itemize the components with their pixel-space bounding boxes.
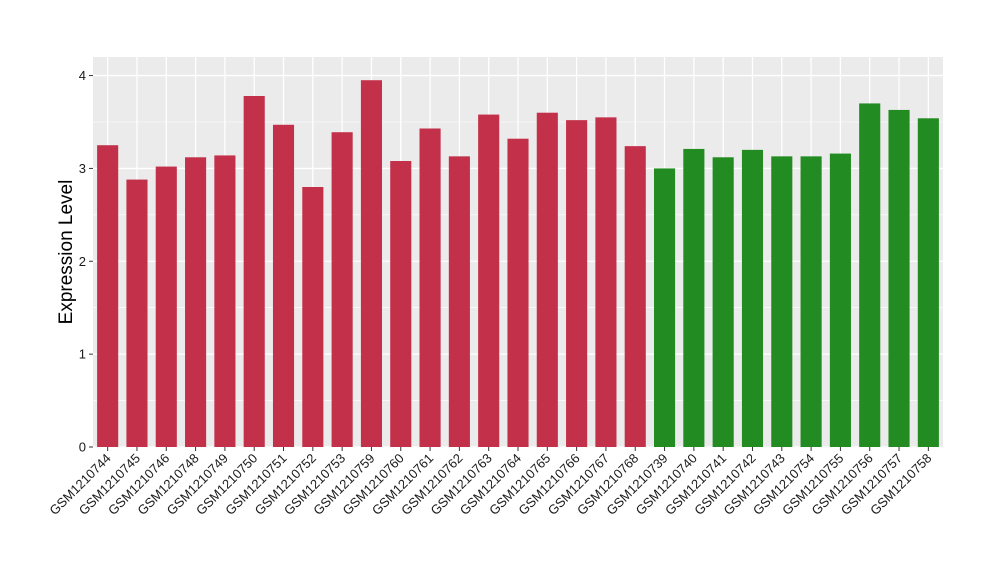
bar-GSM1210754	[800, 156, 822, 447]
bar-GSM1210762	[448, 156, 470, 447]
bar-GSM1210750	[243, 96, 265, 447]
bar-GSM1210749	[214, 155, 236, 447]
bar-GSM1210740	[683, 148, 705, 447]
bar-GSM1210753	[331, 132, 353, 447]
bar-GSM1210760	[390, 161, 412, 447]
y-tick-label: 3	[79, 161, 86, 176]
y-tick-label: 4	[79, 68, 86, 83]
bar-GSM1210745	[126, 179, 148, 448]
bar-GSM1210756	[859, 103, 881, 447]
bar-GSM1210767	[595, 117, 617, 447]
bar-GSM1210755	[829, 153, 851, 448]
bar-GSM1210763	[478, 114, 500, 448]
y-axis-title: Expression Level	[56, 180, 77, 325]
bars	[97, 80, 939, 448]
y-axis: 0 1 2 3 4	[79, 68, 93, 455]
bar-GSM1210746	[155, 166, 177, 448]
bar-GSM1210751	[272, 124, 295, 448]
y-tick-label: 2	[79, 254, 86, 269]
bar-GSM1210765	[536, 112, 558, 447]
bar-GSM1210758	[917, 118, 939, 448]
bar-GSM1210742	[741, 149, 764, 447]
x-axis: GSM1210744GSM1210745GSM1210746GSM1210748…	[46, 447, 934, 518]
bar-GSM1210739	[654, 168, 676, 447]
bar-GSM1210761	[419, 128, 441, 447]
y-tick-label: 0	[79, 440, 86, 455]
bar-GSM1210759	[360, 80, 382, 447]
bar-GSM1210743	[771, 156, 793, 447]
bar-GSM1210764	[507, 138, 529, 447]
y-tick-label: 1	[79, 347, 86, 362]
bar-GSM1210748	[185, 157, 207, 448]
bar-GSM1210766	[566, 120, 588, 448]
bar-GSM1210752	[302, 187, 324, 447]
bar-GSM1210744	[97, 145, 119, 447]
bar-GSM1210757	[888, 109, 910, 447]
bar-GSM1210741	[712, 157, 734, 448]
bar-GSM1210768	[624, 146, 646, 447]
